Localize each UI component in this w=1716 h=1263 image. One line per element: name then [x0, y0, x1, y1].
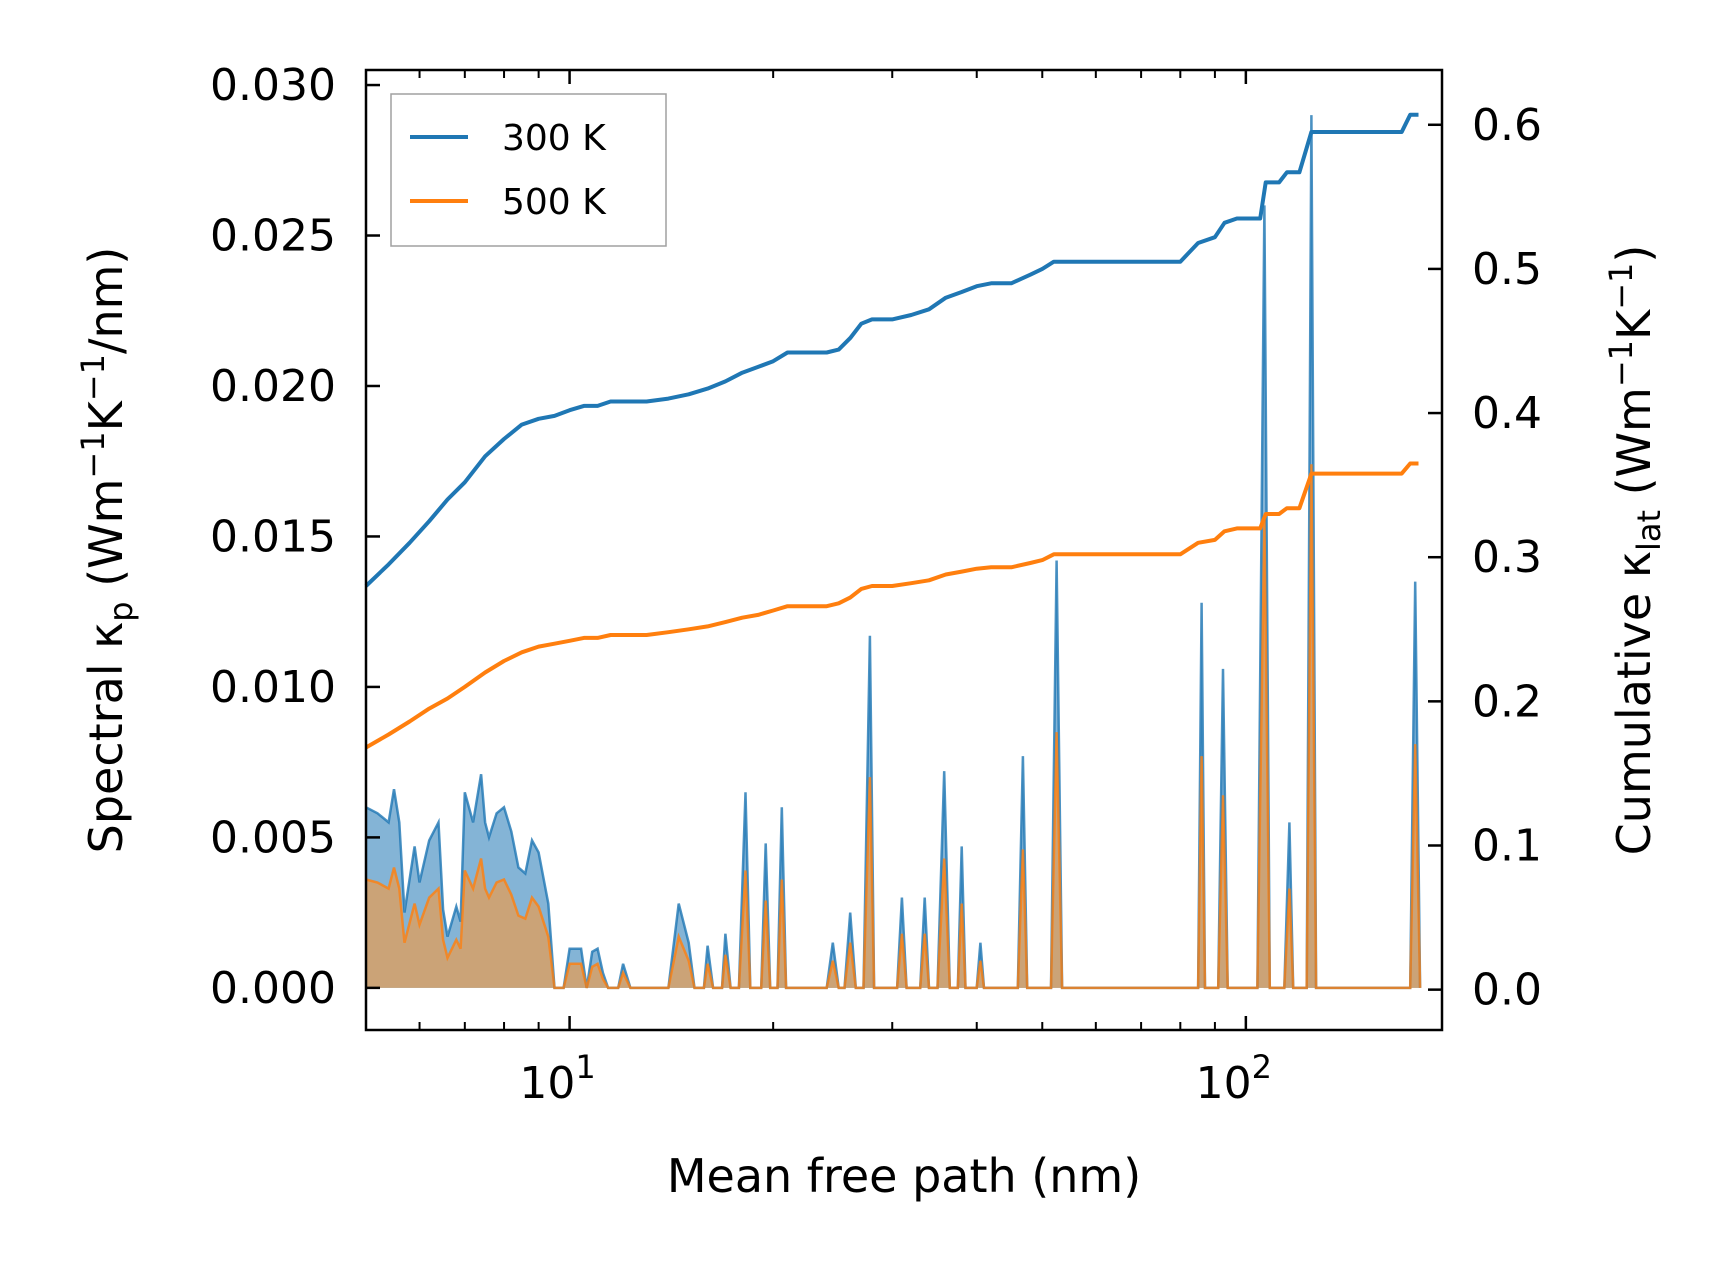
y-left-tick-label: 0.020 — [210, 361, 336, 412]
y-right-tick-label: 0.0 — [1472, 965, 1542, 1016]
y-right-tick-label: 0.5 — [1472, 244, 1542, 295]
cumulative-line-300k — [364, 112, 1419, 588]
x-tick-label: 101 — [519, 1048, 595, 1109]
y-left-tick-label: 0.010 — [210, 662, 336, 713]
y-left-label-units-c: /nm) — [79, 247, 133, 354]
y-right-label-sup-b: −1 — [1602, 263, 1640, 310]
legend-box — [390, 93, 667, 247]
y-right-label-units-c: ) — [1607, 245, 1661, 263]
x-tick-base: 10 — [1196, 1058, 1252, 1109]
y-left-tick-label: 0.030 — [210, 60, 336, 111]
y-right-label-units-a: (Wm — [1607, 387, 1661, 510]
cumulative-lines — [364, 112, 1419, 750]
y-left-tick-label: 0.000 — [210, 963, 336, 1014]
legend-label-300k: 300 K — [502, 118, 607, 159]
y-right-tick-label: 0.6 — [1472, 100, 1542, 151]
y-right-tick-label: 0.2 — [1472, 676, 1542, 727]
y-right-label-sup-a: −1 — [1602, 340, 1640, 387]
cumulative-line-500k — [365, 461, 1419, 750]
x-tick-exp: 1 — [575, 1048, 595, 1086]
y-left-label-units-a: (Wm — [79, 479, 133, 602]
legend: 300 K 500 K — [390, 93, 667, 247]
spectral-line-500k — [365, 464, 1422, 990]
y-left-label-sup-a: −1 — [74, 431, 112, 478]
y-left-tick-label: 0.025 — [210, 211, 336, 262]
x-axis-label: Mean free path (nm) — [667, 1149, 1141, 1203]
y-right-tick-label: 0.1 — [1472, 820, 1542, 871]
y-right-tick-label: 0.3 — [1472, 532, 1542, 583]
x-tick-base: 10 — [519, 1058, 575, 1109]
y-right-tick-label: 0.4 — [1472, 388, 1542, 439]
y-axis-right-label: Cumulative κlat (Wm−1K−1) — [1602, 245, 1668, 856]
y-axis-left-label: Spectral κp (Wm−1K−1/nm) — [74, 247, 140, 854]
y-left-tick-label: 0.005 — [210, 812, 336, 863]
y-right-label-sub: lat — [1630, 510, 1668, 551]
x-tick-exp: 2 — [1252, 1048, 1272, 1086]
y-left-tick-label: 0.015 — [210, 511, 336, 562]
y-left-label-sup-b: −1 — [74, 354, 112, 401]
x-tick-label: 102 — [1196, 1048, 1272, 1109]
y-left-label-units-b: K — [79, 399, 133, 431]
spectral-lines — [365, 115, 1422, 990]
y-left-label-sub: p — [102, 601, 140, 621]
plot-frame — [364, 68, 1444, 1032]
axis-ticks — [365, 70, 1442, 1030]
y-left-label-prefix: Spectral κ — [79, 622, 133, 854]
legend-label-500k: 500 K — [502, 182, 607, 223]
y-right-label-units-b: K — [1607, 308, 1661, 340]
axis-tick-labels: 101 1020.0000.0050.0100.0150.0200.0250.03… — [210, 60, 1542, 1109]
y-right-label-prefix: Cumulative κ — [1607, 551, 1661, 855]
